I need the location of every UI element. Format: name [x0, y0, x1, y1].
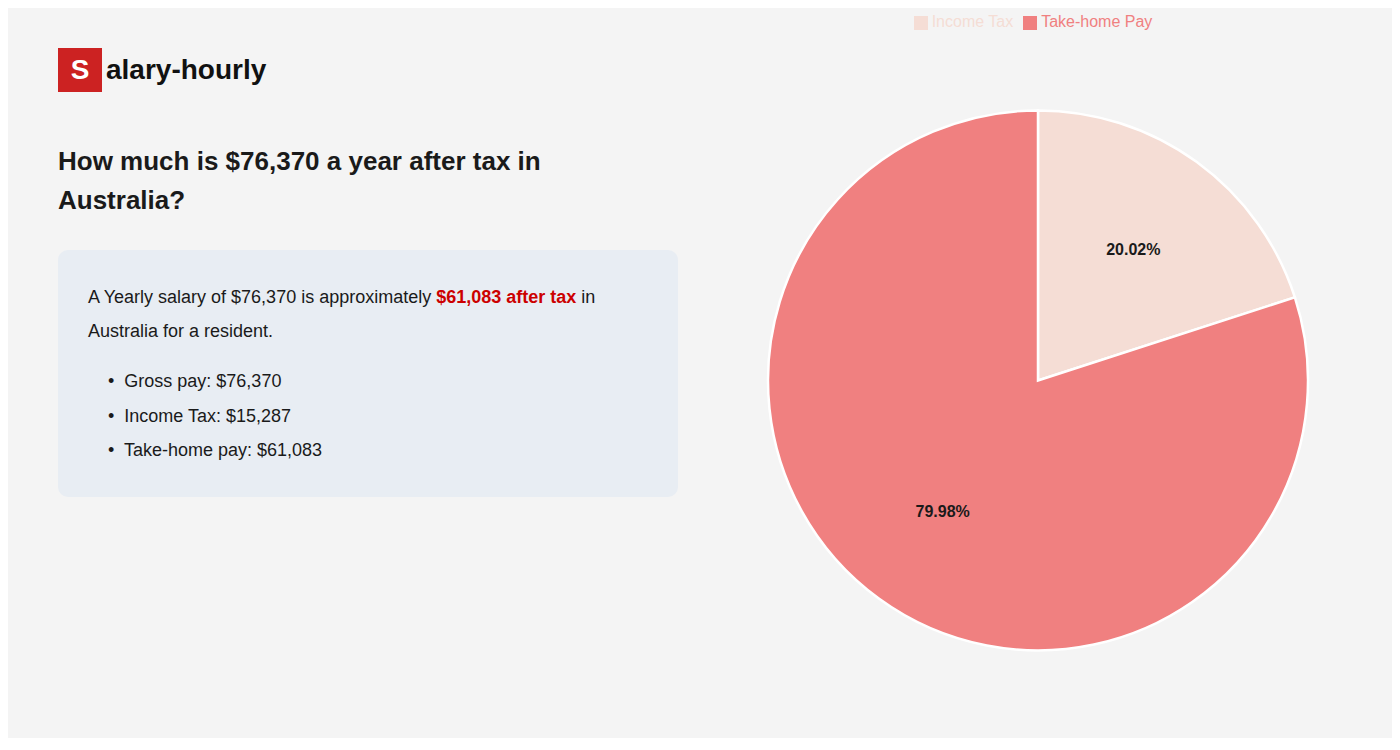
- html-text:A Yearly salary of $76,370 is: A Yearly salary of $76,370 is approximat…: [88, 287, 596, 307]
- html-text:Australia for a resident.: Australia for a resident.: [88, 321, 274, 342]
- html-text:• Gross pay: $76,370: • Gross pay: $76,370: [108, 371, 282, 392]
- html-text:• Income Tax: $15,287: • Income Tax: $15,287: [108, 405, 292, 426]
- html-text:• Take-home pay: $61,083: • Take-home pay: $61,083: [108, 439, 323, 460]
- html-text:Income Tax: Income Tax: [931, 13, 1014, 30]
- html-text:How much is $76,370 a year aft: How much is $76,370 a year after tax in …: [58, 146, 541, 215]
- svg-text:20.02%: 20.02%: [1106, 241, 1160, 258]
- html-text:S: S: [70, 54, 90, 85]
- html-text:Take-home Pay: Take-home Pay: [1041, 13, 1153, 30]
- svg-text:79.98%: 79.98%: [916, 503, 970, 520]
- html-text:alary-hourly: alary-hourly: [106, 54, 267, 85]
